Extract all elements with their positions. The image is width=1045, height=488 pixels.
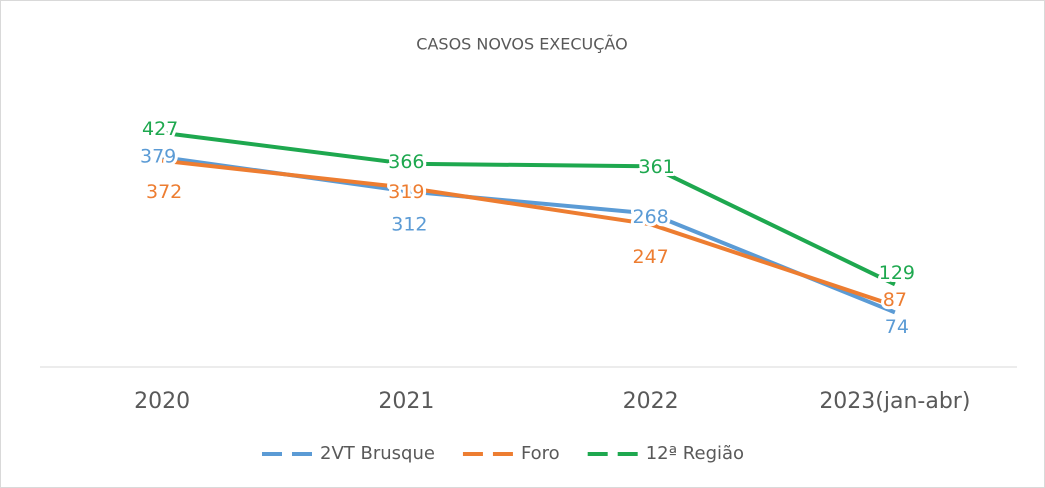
legend-label: 12ª Região (646, 443, 744, 464)
x-tick-label: 2021 (378, 389, 434, 414)
x-tick-label: 2020 (134, 389, 190, 414)
data-label: 268 (632, 206, 668, 228)
x-tick-label: 2023(jan-abr) (819, 389, 970, 414)
chart-title: CASOS NOVOS EXECUÇÃO (416, 35, 627, 54)
data-label: 361 (638, 156, 674, 178)
data-label: 319 (388, 181, 424, 203)
data-label: 366 (388, 151, 424, 173)
data-label: 312 (391, 214, 427, 236)
data-label: 129 (879, 262, 915, 284)
data-label: 372 (146, 181, 182, 203)
series-line (161, 158, 896, 308)
data-label: 427 (142, 118, 178, 140)
legend-label: Foro (521, 443, 560, 464)
data-label: 247 (632, 246, 668, 268)
x-tick-label: 2022 (623, 389, 679, 414)
data-label: 87 (883, 289, 907, 311)
legend-label: 2VT Brusque (320, 443, 435, 464)
data-label: 74 (885, 316, 909, 338)
series-line (161, 130, 896, 287)
data-label: 379 (140, 146, 176, 168)
